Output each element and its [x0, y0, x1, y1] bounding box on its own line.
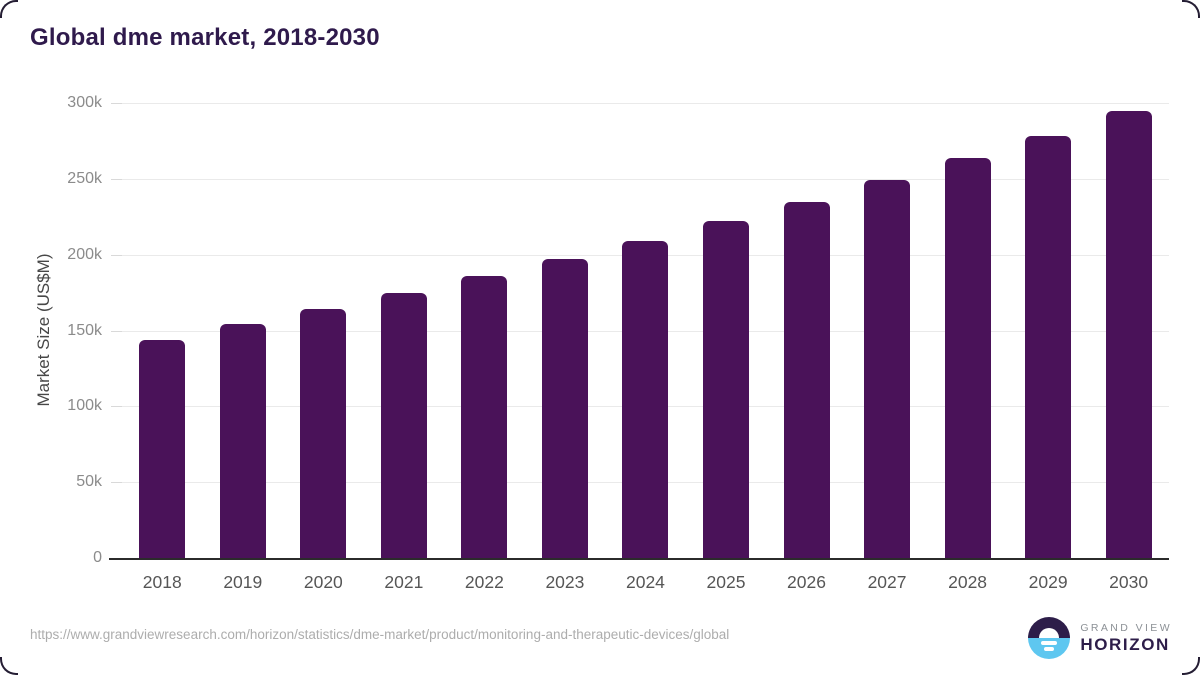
bar-slot-2021	[364, 103, 445, 558]
y-tickmark-50k	[111, 482, 122, 484]
y-tick-label: 0	[93, 549, 102, 566]
card-corner-top-right	[1182, 0, 1200, 18]
gridline-300k	[122, 103, 1169, 104]
bar-slot-2023	[525, 103, 606, 558]
sun-reflection-bar-1	[1041, 641, 1058, 645]
bar-2030	[1105, 110, 1152, 558]
x-axis-line	[109, 558, 1169, 560]
x-axis-labels: 2018 2019 2020 2021 2022 2023 2024 2025 2026 2027…	[122, 572, 1169, 593]
bar-slot-2026	[766, 103, 847, 558]
x-tick-label-2026: 2026	[787, 572, 826, 592]
grand-view-horizon-logo: GRAND VIEW HORIZON	[1028, 617, 1172, 659]
gridline-250k	[122, 178, 1169, 180]
y-tickmark-250k	[111, 178, 122, 180]
sun-dome-shape	[1039, 628, 1060, 638]
bar-2026	[783, 201, 830, 558]
y-tickmark-200k	[111, 254, 122, 256]
bar-slot-2027	[847, 103, 928, 558]
y-tickmark-300k	[111, 103, 122, 104]
x-tick-label-2020: 2020	[303, 572, 343, 592]
x-tick-label-2024: 2024	[625, 572, 665, 592]
y-tick-label: 100k	[67, 397, 102, 415]
bar-slot-2028	[927, 103, 1008, 558]
y-tick-label: 50k	[76, 473, 102, 491]
x-tick-label-2018: 2018	[142, 572, 182, 592]
logo-brand-name: GRAND VIEW	[1080, 621, 1172, 634]
y-tick-label: 300k	[67, 94, 102, 111]
x-tick-label-2028: 2028	[948, 572, 988, 592]
y-tickmark-150k	[111, 330, 122, 332]
bar-slot-2022	[444, 103, 525, 558]
bar-2021	[380, 292, 427, 558]
y-tickmark-100k	[111, 406, 122, 408]
bar-2020	[300, 309, 347, 558]
plot-area: 0 50k 100k 150k 200k 250k 300k 2018 2019 2020 202…	[67, 94, 1169, 592]
bar-slot-2024	[605, 103, 686, 558]
x-tick-label-2029: 2029	[1028, 572, 1068, 592]
logo-product-name: HORIZON	[1080, 634, 1170, 654]
bar-slot-2030	[1088, 103, 1169, 558]
logo-text: GRAND VIEW HORIZON	[1080, 622, 1172, 655]
source-url: https://www.grandviewresearch.com/horizo…	[30, 627, 730, 642]
card-corner-bottom-left	[0, 657, 18, 675]
x-tick-label-2023: 2023	[545, 572, 585, 592]
x-tick-label-2022: 2022	[464, 572, 504, 592]
bar-slot-2018	[122, 103, 203, 558]
bar-2018	[139, 339, 186, 558]
bar-slot-2020	[283, 103, 364, 558]
bar-2019	[219, 324, 266, 558]
y-tick-label: 250k	[67, 169, 102, 187]
bar-2027	[864, 180, 911, 558]
x-tick-label-2030: 2030	[1109, 572, 1149, 592]
horizon-sun-icon	[1028, 617, 1071, 659]
sun-reflection-bar-2	[1044, 647, 1055, 651]
bars-container	[122, 103, 1169, 558]
bar-2024	[622, 241, 669, 558]
bar-slot-2019	[203, 103, 284, 558]
bar-2022	[461, 275, 508, 558]
bar-2029	[1025, 136, 1072, 558]
x-tick-label-2027: 2027	[867, 572, 907, 592]
y-tick-label: 150k	[67, 321, 102, 339]
bar-2028	[944, 157, 991, 558]
card-corner-top-left	[0, 0, 18, 18]
chart-title: Global dme market, 2018-2030	[30, 24, 380, 51]
bar-slot-2025	[686, 103, 767, 558]
bar-2023	[541, 259, 588, 558]
card-corner-bottom-right	[1182, 657, 1200, 675]
bar-slot-2029	[1008, 103, 1089, 558]
y-tick-label: 200k	[67, 245, 102, 263]
x-tick-label-2019: 2019	[223, 572, 263, 592]
x-tick-label-2021: 2021	[384, 572, 424, 592]
bar-2025	[702, 221, 749, 558]
x-tick-label-2025: 2025	[706, 572, 746, 592]
